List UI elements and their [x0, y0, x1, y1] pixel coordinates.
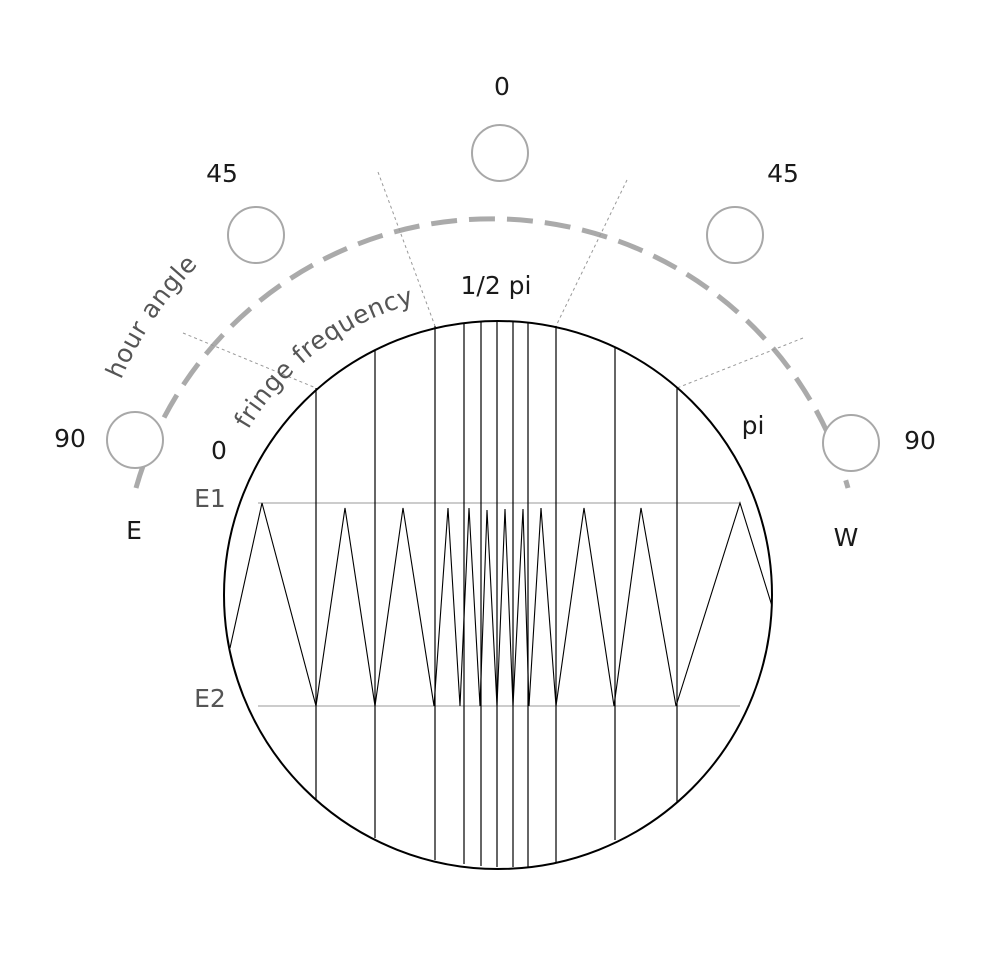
hour-angle-caption-text: hour angle — [100, 249, 202, 383]
east-label: E — [126, 516, 142, 545]
position-marker — [227, 206, 285, 264]
level-label-e2: E2 — [194, 684, 226, 713]
position-marker — [706, 206, 764, 264]
level-label-e1: E1 — [194, 484, 226, 513]
hour-angle-label-left: 90 — [54, 424, 86, 453]
phase-label-start: 0 — [211, 436, 227, 465]
hour-angle-label-upper-left: 45 — [206, 159, 238, 188]
fringe-frequency-caption: fringe frequency — [228, 281, 416, 433]
guide-line — [555, 179, 628, 327]
hour-angle-label-top: 0 — [494, 72, 510, 101]
fringe-frequency-caption-text: fringe frequency — [228, 281, 416, 433]
hour-angle-label-upper-right: 45 — [767, 159, 799, 188]
fringe-lines — [315, 322, 678, 868]
hour-angle-arc — [133, 216, 851, 489]
observation-circle — [223, 320, 773, 870]
position-marker — [106, 411, 164, 469]
guide-line — [676, 337, 804, 389]
position-marker — [471, 124, 529, 182]
hour-angle-caption: hour angle — [100, 249, 203, 383]
position-marker — [822, 414, 880, 472]
west-label: W — [834, 523, 859, 552]
phase-label-middle: 1/2 pi — [461, 271, 532, 300]
guide-lines — [182, 171, 804, 389]
hour-angle-label-right: 90 — [904, 426, 936, 455]
phase-label-end: pi — [742, 411, 765, 440]
fringe-wave — [229, 501, 773, 707]
position-markers — [106, 124, 880, 472]
